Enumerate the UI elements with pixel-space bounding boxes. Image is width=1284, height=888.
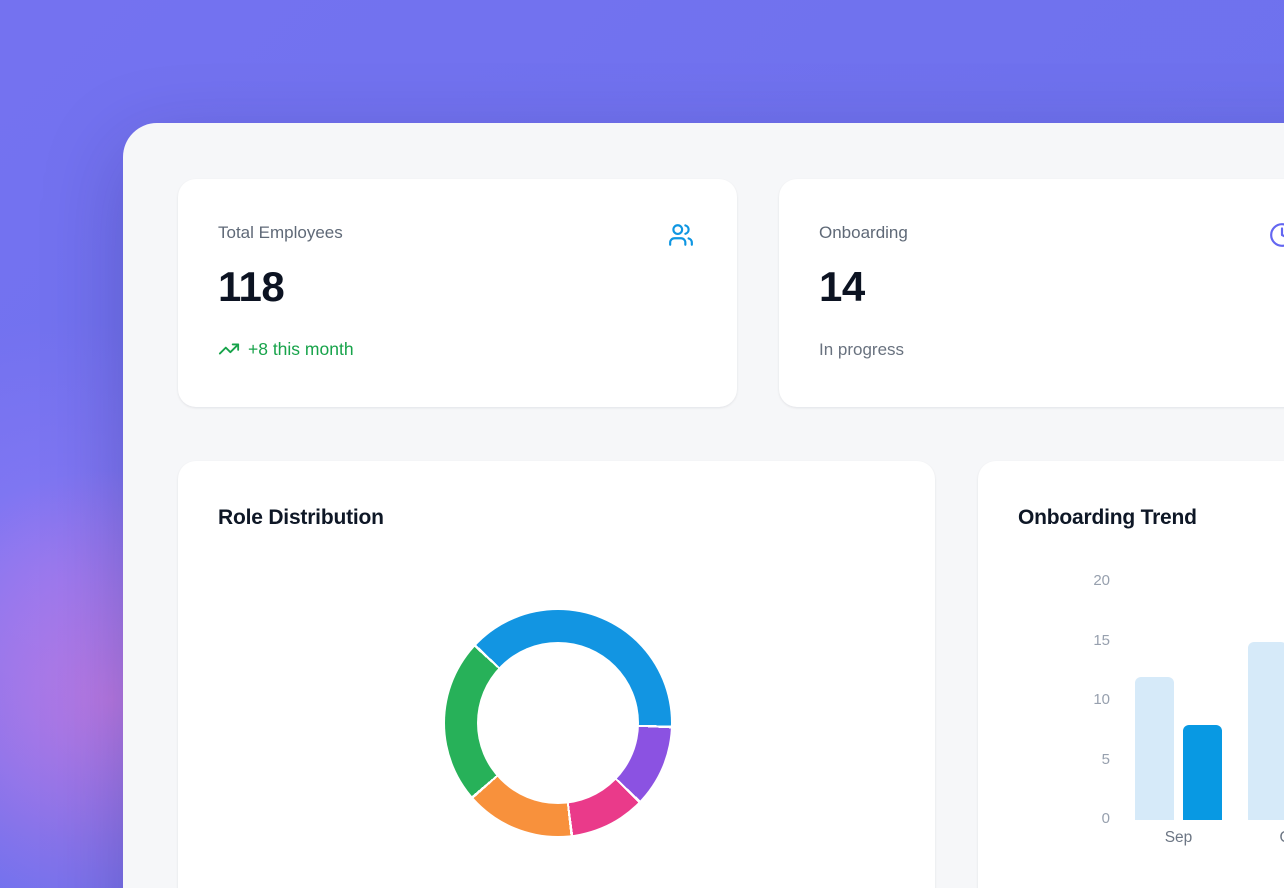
main-panel: Total Employees 118 +8 this month (123, 123, 1284, 888)
stat-card-total-employees: Total Employees 118 +8 this month (178, 179, 737, 407)
series-light-bar (1248, 641, 1284, 820)
stat-delta: +8 this month (218, 338, 354, 360)
y-axis-tick-label: 15 (1093, 631, 1110, 649)
series-dark-bar (1183, 724, 1222, 820)
chart-title: Onboarding Trend (1018, 506, 1197, 529)
stat-subtext: In progress (819, 340, 905, 359)
users-icon (668, 222, 694, 248)
stat-label: Onboarding (819, 223, 908, 242)
donut-hole (477, 642, 639, 804)
x-axis-category-label: Oct (1248, 829, 1284, 847)
chart-title: Role Distribution (218, 506, 384, 529)
y-axis-tick-label: 5 (1101, 750, 1110, 768)
series-light-bar (1135, 677, 1174, 820)
onboarding-trend-card: Onboarding Trend 0 5 10 15 20 Sep Oct (978, 461, 1284, 888)
bar-chart: 0 5 10 15 20 Sep Oct (978, 461, 1284, 888)
stat-delta-text: +8 this month (248, 338, 354, 359)
y-axis-tick-label: 20 (1093, 572, 1110, 589)
clock-icon (1269, 222, 1284, 248)
stat-value: 14 (819, 263, 865, 310)
x-axis-category-label: Sep (1164, 829, 1193, 846)
y-axis-tick-label: 10 (1093, 691, 1110, 708)
stat-label: Total Employees (218, 223, 343, 242)
y-axis-tick-label: 0 (1101, 810, 1110, 827)
role-distribution-card: Role Distribution (178, 461, 935, 888)
stat-card-onboarding: Onboarding 14 In progress (779, 179, 1284, 407)
stat-value: 118 (218, 263, 285, 310)
trending-up-icon (218, 338, 240, 360)
